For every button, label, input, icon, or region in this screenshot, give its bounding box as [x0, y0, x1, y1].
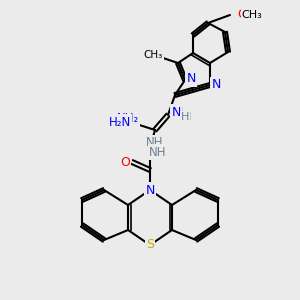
Text: N: N: [211, 79, 221, 92]
Text: S: S: [146, 238, 154, 251]
Text: CH₃: CH₃: [143, 50, 163, 60]
Text: H₂N: H₂N: [109, 116, 131, 128]
Text: N: N: [145, 184, 155, 196]
Text: CH₃: CH₃: [242, 10, 262, 20]
Text: H: H: [181, 112, 189, 122]
Text: H: H: [183, 112, 191, 122]
Text: N: N: [186, 73, 196, 85]
Text: N: N: [173, 106, 183, 118]
Text: H₂N: H₂N: [107, 116, 129, 128]
Text: NH: NH: [149, 146, 167, 158]
Text: NH₂: NH₂: [117, 112, 139, 125]
Text: N: N: [171, 106, 181, 118]
Text: O: O: [120, 155, 130, 169]
Text: NH: NH: [146, 136, 164, 149]
Text: O: O: [237, 8, 247, 22]
